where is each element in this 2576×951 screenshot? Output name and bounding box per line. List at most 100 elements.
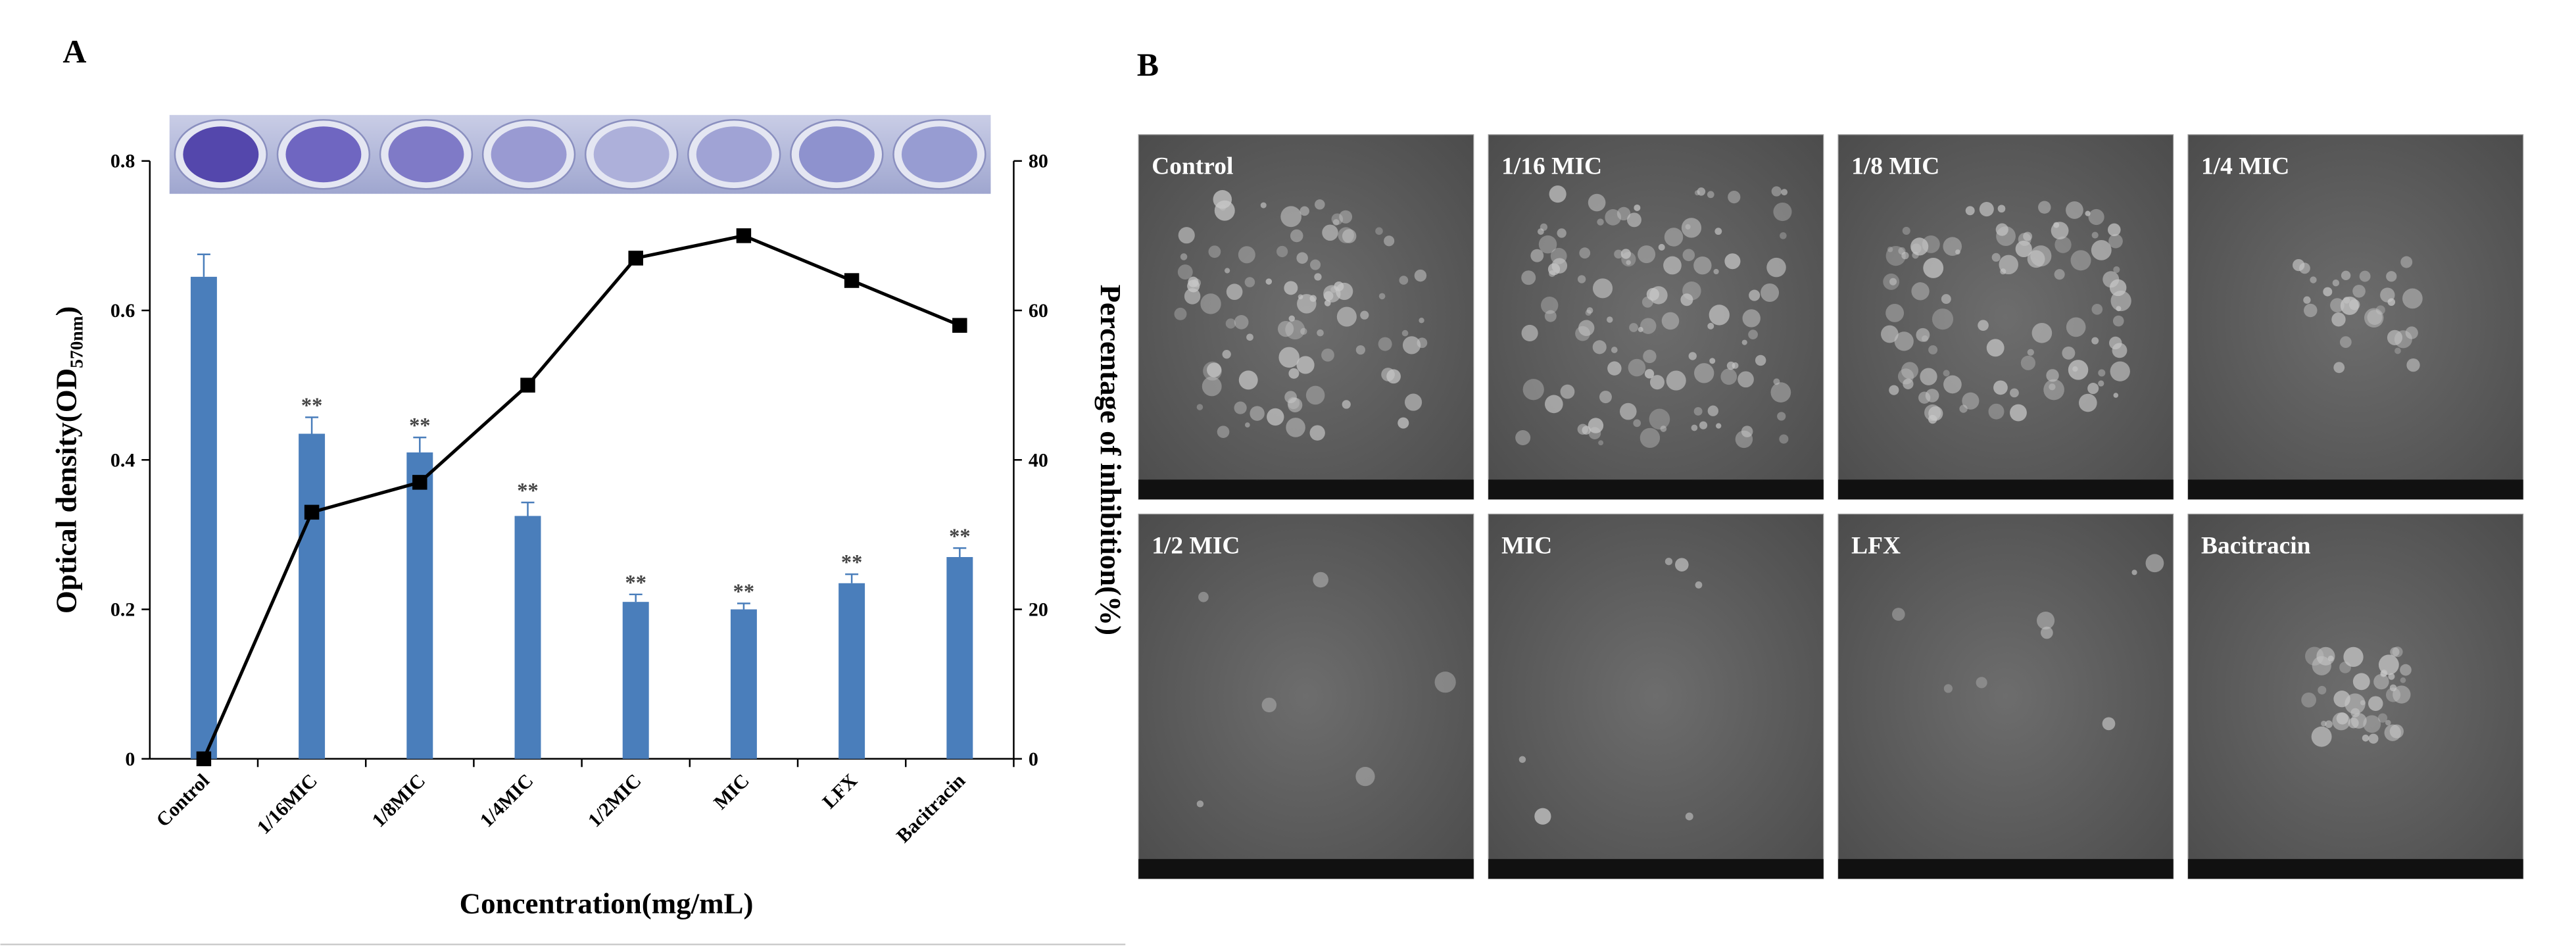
sem-particle bbox=[2336, 712, 2349, 725]
sem-particle bbox=[2400, 256, 2413, 268]
sem-info-bar bbox=[1488, 859, 1824, 879]
sem-particle bbox=[1401, 329, 1409, 337]
y-tick-label: 0.8 bbox=[110, 151, 135, 172]
sem-particle bbox=[1300, 206, 1309, 216]
sem-particle bbox=[1334, 281, 1344, 291]
sem-particle bbox=[1619, 402, 1637, 420]
sem-particle bbox=[2088, 208, 2104, 226]
sem-particle bbox=[2066, 201, 2083, 219]
well-stain bbox=[593, 126, 669, 183]
error-bar bbox=[413, 436, 427, 452]
bar bbox=[299, 433, 326, 759]
sem-particle bbox=[1178, 227, 1195, 244]
sem-particle bbox=[1932, 308, 1954, 330]
bar bbox=[406, 452, 433, 759]
bar bbox=[730, 609, 757, 759]
sem-particle bbox=[1918, 391, 1931, 404]
sem-particle bbox=[1675, 558, 1689, 572]
x-tick-label: 1/2MIC bbox=[584, 769, 646, 831]
sem-particle bbox=[1902, 226, 1910, 235]
sem-particle bbox=[2112, 315, 2124, 327]
sem-particle bbox=[1781, 189, 1788, 196]
sem-particle bbox=[2053, 222, 2060, 228]
sem-info-bar bbox=[1488, 479, 1824, 500]
significance-label: ** bbox=[841, 551, 862, 575]
sem-particle bbox=[1889, 385, 1899, 395]
well-stain bbox=[183, 126, 259, 183]
sem-particle bbox=[2330, 298, 2345, 312]
sem-info-bar bbox=[2188, 479, 2523, 500]
sem-particle bbox=[2301, 692, 2317, 708]
bar bbox=[190, 276, 217, 759]
sem-particle bbox=[1741, 339, 1747, 345]
sem-particle bbox=[1928, 345, 1938, 354]
sem-particle bbox=[2110, 361, 2130, 381]
sem-particle bbox=[1296, 252, 1308, 264]
sem-particle bbox=[1664, 228, 1684, 247]
sem-particle bbox=[1534, 808, 1551, 825]
sem-particle bbox=[1551, 258, 1568, 274]
sem-particle bbox=[2394, 347, 2401, 354]
sem-particle bbox=[1644, 369, 1655, 379]
sem-particle bbox=[2363, 715, 2381, 733]
sem-particle bbox=[1285, 320, 1305, 340]
sem-particle bbox=[1941, 294, 1951, 305]
error-bar bbox=[197, 253, 210, 277]
sem-particle bbox=[2098, 380, 2104, 387]
significance-label: ** bbox=[949, 525, 970, 549]
sem-particle bbox=[2352, 673, 2370, 691]
sem-particle bbox=[1550, 247, 1567, 264]
sem-particle bbox=[1288, 368, 1300, 379]
sem-particle bbox=[2316, 646, 2335, 666]
sem-particle bbox=[1305, 385, 1325, 405]
sem-particle bbox=[1360, 310, 1369, 320]
sem-particle bbox=[2015, 240, 2032, 258]
bar bbox=[622, 602, 649, 759]
sem-particle bbox=[1997, 205, 2006, 213]
sem-particle bbox=[1250, 406, 1265, 421]
error-bar bbox=[953, 547, 967, 557]
sem-particle bbox=[1912, 251, 1919, 259]
sem-particle bbox=[2333, 691, 2350, 708]
sem-particle bbox=[1728, 190, 1741, 204]
sem-particle bbox=[1699, 421, 1708, 429]
sem-particle bbox=[1375, 227, 1383, 235]
sem-particle bbox=[1196, 800, 1204, 808]
sem-particle bbox=[1921, 335, 1929, 343]
error-bar bbox=[305, 416, 319, 434]
sem-particle bbox=[2373, 673, 2389, 690]
sem-particle bbox=[1284, 281, 1298, 295]
sem-particle bbox=[1198, 591, 1209, 602]
sem-particle bbox=[1265, 278, 1273, 285]
sem-particle bbox=[2303, 296, 2311, 304]
sem-particle bbox=[1755, 354, 1766, 366]
sem-particle bbox=[2339, 336, 2352, 349]
sem-particle bbox=[1920, 368, 1937, 385]
line-marker bbox=[196, 751, 212, 767]
sem-particle bbox=[1943, 237, 1962, 256]
sem-particle bbox=[1695, 581, 1703, 589]
sem-label: 1/8 MIC bbox=[1851, 153, 1939, 180]
sem-particle bbox=[2054, 269, 2065, 280]
sem-info-bar bbox=[1138, 479, 1474, 500]
error-bar bbox=[629, 593, 643, 602]
sem-particle bbox=[2027, 349, 2034, 356]
sem-particle bbox=[1649, 375, 1665, 390]
sem-particle bbox=[2079, 393, 2097, 412]
sem-particle bbox=[1300, 328, 1307, 335]
sem-particle bbox=[2041, 626, 2053, 639]
sem-particle bbox=[2348, 718, 2359, 729]
sem-particle bbox=[2323, 287, 2333, 297]
sem-particle bbox=[1309, 425, 1325, 441]
sem-particle bbox=[1607, 361, 1622, 376]
sem-particle bbox=[1213, 189, 1232, 209]
panel-label: B bbox=[1137, 46, 1159, 83]
line-marker bbox=[412, 475, 427, 490]
sem-particle bbox=[1682, 249, 1695, 262]
sem-particle bbox=[2343, 646, 2364, 668]
sem-particle bbox=[2377, 713, 2388, 723]
significance-label: ** bbox=[301, 394, 322, 418]
x-tick-label: 1/16MIC bbox=[253, 769, 322, 839]
sem-particle bbox=[1404, 393, 1422, 411]
sem-info-bar bbox=[2188, 859, 2523, 879]
